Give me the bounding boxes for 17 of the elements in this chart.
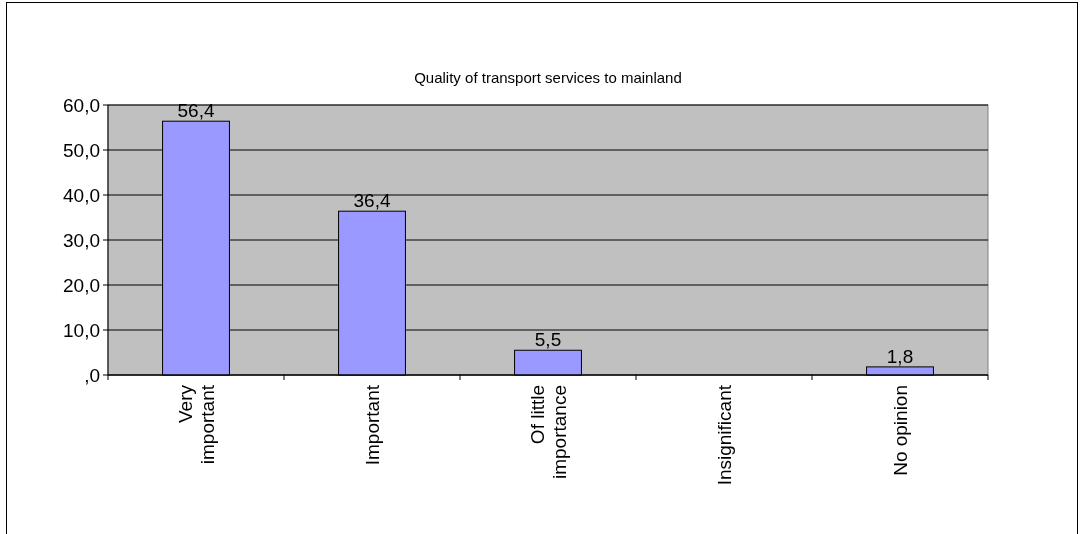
x-tick-label: Important — [361, 384, 383, 466]
data-label: 5,5 — [534, 329, 562, 351]
y-tick-label: 10,0 — [63, 319, 100, 341]
y-tick-label: 40,0 — [63, 184, 100, 206]
y-tick-label: ,0 — [84, 364, 100, 386]
data-label: 36,4 — [353, 190, 391, 212]
x-tick-label: Very important — [174, 384, 218, 465]
y-tick-label: 60,0 — [63, 94, 100, 116]
x-tick-label: Insignificant — [713, 384, 735, 486]
y-tick-label: 30,0 — [63, 229, 100, 251]
data-label: 56,4 — [177, 100, 215, 122]
y-tick-label: 50,0 — [63, 139, 100, 161]
y-tick-label: 20,0 — [63, 274, 100, 296]
x-tick-label: No opinion — [889, 385, 911, 476]
x-tick-label: Of little importance — [526, 385, 570, 479]
data-label: 1,8 — [886, 345, 914, 367]
chart-title: Quality of transport services to mainland — [414, 69, 682, 86]
